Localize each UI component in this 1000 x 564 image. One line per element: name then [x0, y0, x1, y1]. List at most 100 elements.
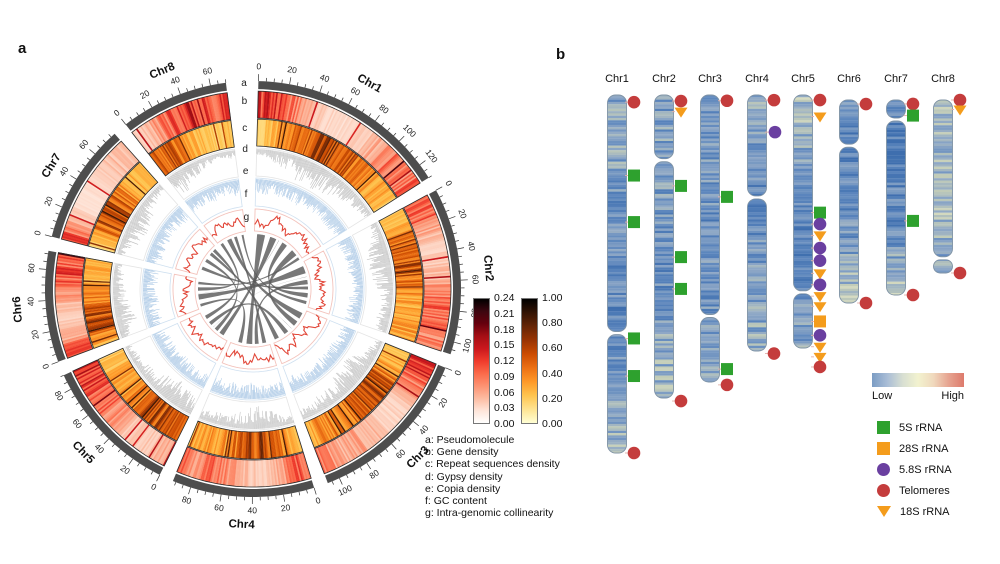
svg-text:40: 40: [169, 74, 182, 87]
svg-text:60: 60: [26, 263, 37, 274]
telomere-marker: [813, 360, 827, 374]
svg-text:80: 80: [52, 389, 65, 402]
svg-text:0: 0: [314, 495, 322, 506]
colorbar-tick-label: 0.06: [494, 386, 515, 399]
ideogram-chr-label: Chr7: [884, 73, 908, 85]
5s-rrna-marker: [907, 109, 919, 122]
svg-text:20: 20: [118, 463, 132, 477]
svg-text:0: 0: [452, 368, 463, 376]
circos-chr-label: Chr2: [481, 255, 495, 282]
track-legend-item: g: Intra-genomic collinearity: [425, 507, 554, 520]
ideogram-Chr3: Chr3: [698, 73, 734, 392]
gradient-high-label: High: [941, 390, 964, 402]
gene-density-colorbar-labels: 0.24 0.21 0.18 0.15 0.12 0.09 0.06 0.03 0.00: [494, 292, 524, 430]
svg-text:20: 20: [42, 195, 55, 208]
ideogram-Chr1: Chr1: [605, 73, 641, 460]
5s-rrna-marker: [675, 282, 687, 295]
circos-chromosome-Chr7: 0 20 40 60 Chr7: [32, 133, 216, 275]
circos-chr-label: Chr6: [11, 296, 25, 323]
circos-chromosome-Chr4: 0 20 40 60 80 Chr4: [172, 341, 322, 531]
svg-text:80: 80: [181, 494, 193, 506]
purple-circle-icon: [877, 463, 890, 476]
gene-density-colorbar: [473, 298, 490, 424]
18s-rrna-marker: [674, 107, 688, 118]
svg-text:80: 80: [377, 102, 391, 116]
18s-rrna-marker: [813, 231, 827, 242]
colorbar-tick-label: 0.00: [542, 418, 563, 430]
telomere-marker: [953, 93, 967, 107]
circos-chromosome-Chr6: 0 20 40 60 Chr6: [11, 250, 200, 371]
5s-rrna-marker: [721, 363, 733, 376]
panel-a-label: a: [18, 40, 27, 57]
58s-rrna-marker: [813, 217, 827, 231]
5s-rrna-marker: [628, 370, 640, 383]
legend-label: 28S rRNA: [899, 442, 949, 455]
58s-rrna-marker: [768, 125, 782, 139]
svg-text:40: 40: [57, 165, 71, 179]
5s-rrna-marker: [721, 190, 733, 203]
colorbar-tick-label: 0.00: [494, 418, 515, 430]
svg-text:20: 20: [287, 64, 298, 76]
svg-text:60: 60: [470, 275, 480, 285]
legend-row-5s-rrna: 5S rRNA: [877, 417, 952, 438]
svg-text:100: 100: [460, 337, 473, 354]
58s-rrna-marker: [813, 329, 827, 342]
colorbar-tick-label: 1.00: [542, 292, 563, 304]
colorbar-tick-label: 0.24: [494, 292, 515, 304]
track-legend-item: f: GC content: [425, 495, 487, 508]
svg-text:40: 40: [248, 505, 258, 515]
legend-row-18s-rrna: 18S rRNA: [877, 501, 952, 522]
circos-track-legend: a: Pseudomolecule b: Gene density c: Rep…: [425, 434, 560, 519]
ideogram-chr-label: Chr4: [745, 73, 769, 85]
svg-text:120: 120: [423, 147, 440, 165]
ideogram-Chr5: Chr5: [791, 73, 827, 374]
repeat-density-colorbar-labels: 1.00 0.80 0.60 0.40 0.20 0.00: [542, 292, 572, 430]
svg-text:0: 0: [32, 229, 43, 236]
18s-rrna-marker: [813, 352, 827, 363]
panel-b-label: b: [556, 46, 566, 63]
telomere-marker: [627, 446, 641, 460]
legend-label: Telomeres: [899, 484, 950, 497]
legend-row-58s-rrna: 5.8S rRNA: [877, 459, 952, 480]
svg-text:0: 0: [149, 481, 158, 492]
telomere-marker: [859, 97, 873, 111]
track-legend-item: d: Gypsy density: [425, 470, 503, 483]
18s-rrna-marker: [813, 292, 827, 303]
svg-text:20: 20: [456, 208, 469, 221]
telomere-marker: [906, 288, 920, 302]
svg-text:40: 40: [25, 296, 36, 306]
ideogram-Chr8: Chr8: [931, 73, 967, 280]
legend-label: 5S rRNA: [899, 421, 943, 434]
circos-chr-label: Chr7: [40, 152, 64, 181]
18s-rrna-marker: [813, 269, 827, 280]
colorbar-tick-label: 0.21: [494, 307, 515, 320]
5s-rrna-marker: [675, 179, 687, 192]
colorbar-tick-label: 0.20: [542, 392, 563, 405]
ideogram-chr-label: Chr2: [652, 73, 676, 85]
svg-text:20: 20: [436, 396, 450, 409]
svg-text:0: 0: [112, 107, 122, 118]
colorbar-tick-label: 0.03: [494, 402, 515, 415]
svg-text:0: 0: [40, 362, 51, 370]
ideogram-chr-label: Chr5: [791, 73, 815, 85]
svg-text:0: 0: [256, 61, 261, 71]
legend-row-28s-rrna: 28S rRNA: [877, 438, 952, 459]
telomere-marker: [720, 94, 734, 108]
5s-rrna-marker: [628, 216, 640, 229]
circos-track-letter: g: [244, 212, 250, 223]
colorbar-tick-label: 0.09: [494, 370, 515, 383]
18s-rrna-marker: [813, 112, 827, 123]
colorbar-tick-label: 0.15: [494, 339, 515, 352]
ideogram-Chr6: Chr6: [837, 73, 873, 310]
legend-label: 5.8S rRNA: [899, 463, 952, 476]
5s-rrna-marker: [814, 206, 826, 219]
circos-chromosome-Chr2: 020406080100Chr2: [303, 179, 495, 355]
colorbar-tick-label: 0.60: [542, 342, 563, 355]
colorbar-tick-label: 0.12: [494, 355, 515, 367]
telomere-marker: [674, 94, 688, 108]
circos-track-letter: f: [245, 189, 248, 200]
track-legend-item: b: Gene density: [425, 446, 499, 459]
